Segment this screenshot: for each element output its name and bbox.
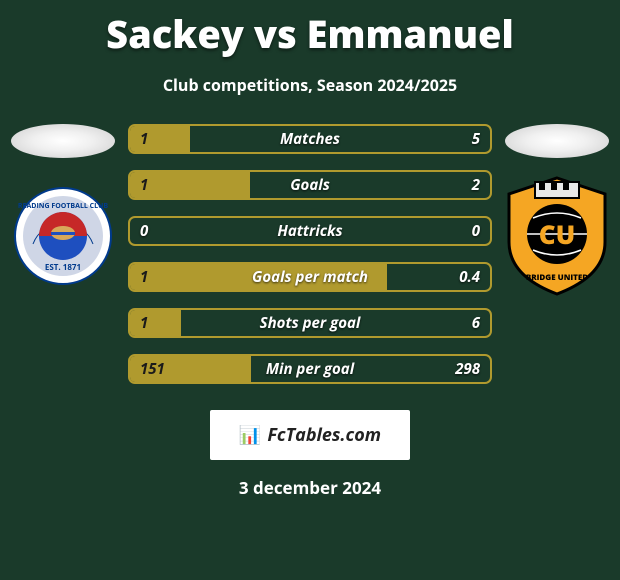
svg-text:EST. 1871: EST. 1871 (45, 262, 81, 273)
date-label: 3 december 2024 (0, 476, 620, 499)
player-left-photo-placeholder (11, 124, 115, 158)
crest-left-svg: READING FOOTBALL CLUB EST. 1871 (13, 186, 113, 286)
stat-label: Goals per match (130, 267, 490, 287)
chart-icon: 📊 (239, 423, 261, 447)
stat-label: Min per goal (130, 359, 490, 379)
stat-label: Hattricks (130, 221, 490, 241)
stat-row: 151Min per goal298 (128, 354, 492, 384)
right-side: CU BRIDGE UNITED (502, 124, 612, 296)
stat-label: Shots per goal (130, 313, 490, 333)
stat-right-value: 298 (455, 359, 480, 379)
player-left-name: Sackey (106, 8, 244, 60)
svg-text:BRIDGE UNITED: BRIDGE UNITED (526, 272, 588, 283)
attribution-text: FcTables.com (267, 423, 381, 447)
stat-row: 1Matches5 (128, 124, 492, 154)
left-side: READING FOOTBALL CLUB EST. 1871 (8, 124, 118, 286)
stat-right-value: 6 (472, 313, 480, 333)
stat-right-value: 2 (472, 175, 480, 195)
vs-word: vs (254, 8, 297, 60)
comparison-panel: READING FOOTBALL CLUB EST. 1871 1Matches… (0, 124, 620, 400)
stat-row: 1Goals2 (128, 170, 492, 200)
attribution-badge: 📊 FcTables.com (210, 410, 410, 460)
player-right-photo-placeholder (505, 124, 609, 158)
stat-bars: 1Matches5 1Goals2 0Hattricks0 1Goals per ma… (118, 124, 502, 400)
stat-label: Matches (130, 129, 490, 149)
stat-right-value: 0.4 (459, 267, 480, 287)
stat-row: 1Goals per match0.4 (128, 262, 492, 292)
crest-right-svg: CU BRIDGE UNITED (503, 176, 611, 296)
stat-row: 0Hattricks0 (128, 216, 492, 246)
subtitle: Club competitions, Season 2024/2025 (0, 74, 620, 96)
svg-text:READING FOOTBALL CLUB: READING FOOTBALL CLUB (18, 202, 108, 211)
club-crest-left: READING FOOTBALL CLUB EST. 1871 (13, 186, 113, 286)
stat-right-value: 0 (472, 221, 480, 241)
player-right-name: Emmanuel (307, 8, 514, 60)
stat-right-value: 5 (472, 129, 480, 149)
svg-text:CU: CU (539, 216, 576, 252)
club-crest-right: CU BRIDGE UNITED (503, 176, 611, 296)
stat-label: Goals (130, 175, 490, 195)
page-title: Sackey vs Emmanuel (0, 0, 620, 60)
stat-row: 1Shots per goal6 (128, 308, 492, 338)
